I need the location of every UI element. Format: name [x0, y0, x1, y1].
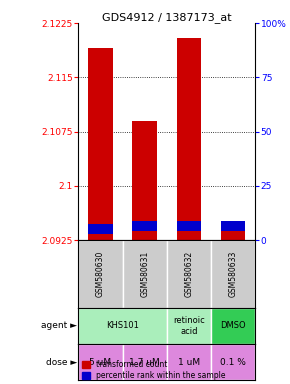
Bar	[122, 344, 167, 380]
Text: 5 uM: 5 uM	[89, 358, 111, 367]
Text: KHS101: KHS101	[106, 321, 139, 330]
Bar	[167, 308, 211, 344]
Text: 0.1 %: 0.1 %	[220, 358, 246, 367]
Bar	[78, 240, 122, 308]
Text: agent ►: agent ►	[41, 321, 77, 330]
Bar	[78, 308, 167, 344]
Text: GSM580633: GSM580633	[229, 251, 238, 297]
Text: dose ►: dose ►	[46, 358, 77, 367]
Text: GSM580632: GSM580632	[184, 251, 193, 297]
Bar	[177, 38, 201, 240]
Bar	[133, 121, 157, 240]
Bar	[78, 344, 122, 380]
Text: retinoic
acid: retinoic acid	[173, 316, 205, 336]
Bar	[122, 240, 167, 308]
Text: 1.7 uM: 1.7 uM	[129, 358, 160, 367]
Text: GSM580630: GSM580630	[96, 251, 105, 297]
Bar	[88, 224, 113, 234]
Bar	[177, 221, 201, 231]
Bar	[133, 221, 157, 231]
Bar	[167, 240, 211, 308]
Text: GSM580631: GSM580631	[140, 251, 149, 297]
Bar	[211, 308, 255, 344]
Text: DMSO: DMSO	[220, 321, 246, 330]
Text: 1 uM: 1 uM	[178, 358, 200, 367]
Bar	[211, 344, 255, 380]
Bar	[88, 48, 113, 240]
Bar	[221, 221, 245, 231]
Bar	[221, 222, 245, 240]
Bar	[211, 240, 255, 308]
Legend: transformed count, percentile rank within the sample: transformed count, percentile rank withi…	[82, 360, 225, 380]
Title: GDS4912 / 1387173_at: GDS4912 / 1387173_at	[102, 12, 231, 23]
Bar	[167, 344, 211, 380]
